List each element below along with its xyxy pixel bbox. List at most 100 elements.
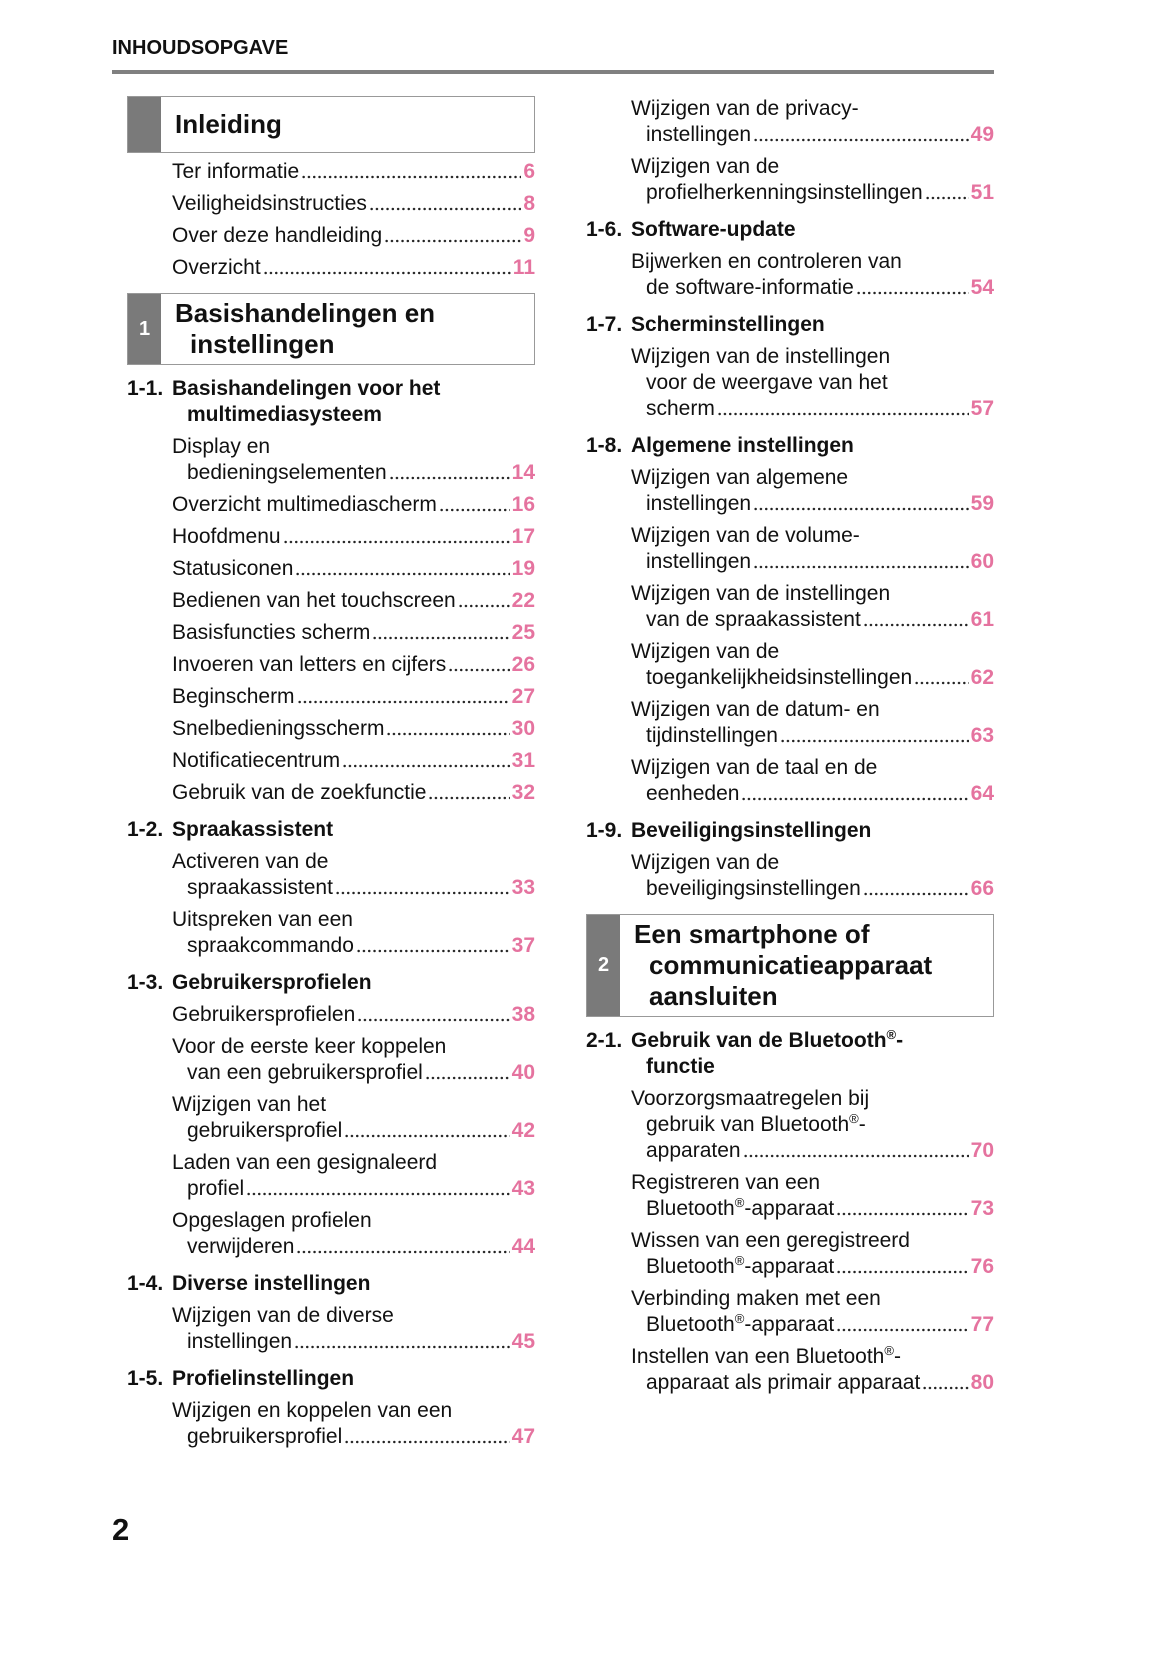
entry-text: Overzicht xyxy=(172,256,261,279)
dot-leader xyxy=(424,1076,510,1080)
section-number: 1-8. xyxy=(586,434,623,457)
entry-text: Verbinding maken met een xyxy=(631,1287,881,1310)
entry-row: verwijderen 44 xyxy=(172,1234,535,1260)
section-title: Profielinstellingen xyxy=(172,1366,354,1392)
toc-entry: Voorzorgsmaatregelen bij gebruik van Blue… xyxy=(586,1086,994,1164)
entry-row: Hoofdmenu 17 xyxy=(172,524,535,550)
entry-text: toegankelijkheidsinstellingen xyxy=(646,666,913,689)
toc-entry: Overzicht multimediascherm 16 xyxy=(127,492,535,518)
entry-row: gebruikersprofiel 47 xyxy=(172,1424,535,1450)
toc-entry: Beginscherm 27 xyxy=(127,684,535,710)
page-ref: 26 xyxy=(511,653,535,676)
section-title-line: multimediasysteem xyxy=(187,403,382,426)
page-ref: 44 xyxy=(511,1235,535,1258)
page-ref: 59 xyxy=(970,492,994,515)
dot-leader xyxy=(428,796,510,800)
toc-entry: Wijzigen van de datum- en tijdinstellinge… xyxy=(586,697,994,749)
entry-text: Wijzigen van de xyxy=(631,640,780,663)
section-title-line: functie xyxy=(646,1055,715,1078)
section-title-line: Algemene instellingen xyxy=(631,434,854,457)
toc-entry: Gebruik van de zoekfunctie 32 xyxy=(127,780,535,806)
chapter-title-line: Basishandelingen en xyxy=(175,298,436,328)
entry-row: Ter informatie 6 xyxy=(172,159,535,185)
entry-row: tijdinstellingen 63 xyxy=(631,723,994,749)
toc-entry: Veiligheidsinstructies 8 xyxy=(127,191,535,217)
dot-leader xyxy=(448,668,510,672)
dot-leader xyxy=(334,891,510,895)
dot-leader xyxy=(296,700,510,704)
toc-entry: Wijzigen van de instellingen voor de weer… xyxy=(586,344,994,422)
dot-leader xyxy=(368,207,522,211)
dot-leader xyxy=(862,623,969,627)
entry-text: Activeren van de xyxy=(172,850,329,873)
toc-entry: Activeren van de spraakassistent 33 xyxy=(127,849,535,901)
toc-entry: Opgeslagen profielen verwijderen 44 xyxy=(127,1208,535,1260)
entry-row: Bluetooth®-apparaat 73 xyxy=(631,1196,994,1222)
entry-row: van de spraakassistent 61 xyxy=(631,607,994,633)
dot-leader xyxy=(862,892,969,896)
chapter-title-line: instellingen xyxy=(190,329,335,359)
toc-entry: Over deze handleiding 9 xyxy=(127,223,535,249)
entry-text: Wijzigen van de diverse xyxy=(172,1304,394,1327)
entry-text: Hoofdmenu xyxy=(172,525,281,548)
dot-leader xyxy=(355,949,510,953)
page-ref: 14 xyxy=(511,461,535,484)
section-heading: 1-5. Profielinstellingen xyxy=(127,1366,535,1392)
section-title-line: Basishandelingen voor het xyxy=(172,377,441,400)
entry-text: Wijzigen van het xyxy=(172,1093,327,1116)
toc-entry: Wijzigen van de taal en de eenheden 64 xyxy=(586,755,994,807)
toc-entry: Invoeren van letters en cijfers 26 xyxy=(127,652,535,678)
entry-text: gebruikersprofiel xyxy=(187,1425,343,1448)
page-ref: 63 xyxy=(970,724,994,747)
entry-text: eenheden xyxy=(646,782,740,805)
section-title: Gebruikersprofielen xyxy=(172,970,372,996)
entry-text: profiel xyxy=(187,1177,245,1200)
page-ref: 76 xyxy=(970,1255,994,1278)
entry-text: Wijzigen van de taal en de xyxy=(631,756,878,779)
toc-entry: Voor de eerste keer koppelen van een gebr… xyxy=(127,1034,535,1086)
entry-text: Overzicht multimediascherm xyxy=(172,493,437,516)
toc-entry: Wijzigen van de diverse instellingen 45 xyxy=(127,1303,535,1355)
page-ref: 47 xyxy=(511,1425,535,1448)
entry-row: scherm 57 xyxy=(631,396,994,422)
dot-leader xyxy=(753,507,969,511)
page-ref: 17 xyxy=(511,525,535,548)
section-number: 1-6. xyxy=(586,218,623,241)
entry-text: apparaten xyxy=(646,1139,741,1162)
entry-row: apparaat als primair apparaat 80 xyxy=(631,1370,994,1396)
entry-row: Beginscherm 27 xyxy=(172,684,535,710)
entry-text: Bijwerken en controleren van xyxy=(631,250,902,273)
toc-entry: Registreren van een Bluetooth®-apparaat 73 xyxy=(586,1170,994,1222)
section-title: Gebruik van de Bluetooth®- functie xyxy=(631,1028,903,1080)
page-ref: 32 xyxy=(511,781,535,804)
section-heading: 1-6. Software-update xyxy=(586,217,994,243)
chapter-bar xyxy=(128,97,161,152)
entry-row: spraakassistent 33 xyxy=(172,875,535,901)
chapter-title-line: aansluiten xyxy=(649,981,778,1011)
entry-row: toegankelijkheidsinstellingen 62 xyxy=(631,665,994,691)
dot-leader xyxy=(836,1328,969,1332)
entry-text: Voor de eerste keer koppelen xyxy=(172,1035,447,1058)
dot-leader xyxy=(742,1154,969,1158)
toc-entry: Overzicht 11 xyxy=(127,255,535,281)
entry-text: gebruikersprofiel xyxy=(187,1119,343,1142)
toc-entry: Wijzigen van het gebruikersprofiel 42 xyxy=(127,1092,535,1144)
header-rule xyxy=(112,70,994,74)
entry-text: Uitspreken van een xyxy=(172,908,353,931)
section-heading: 1-7. Scherminstellingen xyxy=(586,312,994,338)
section-title-line: Software-update xyxy=(631,218,796,241)
chapter-title-line: communicatieapparaat xyxy=(649,950,933,980)
entry-text: Basisfuncties scherm xyxy=(172,621,371,644)
dot-leader xyxy=(924,196,969,200)
page-ref: 80 xyxy=(970,1371,994,1394)
chapter-title-line: Een smartphone of xyxy=(634,919,870,949)
entry-text: Wissen van een geregistreerd xyxy=(631,1229,910,1252)
page-ref: 49 xyxy=(970,123,994,146)
entry-text: Bluetooth®-apparaat xyxy=(646,1311,835,1336)
page-ref: 51 xyxy=(970,181,994,204)
entry-text: Over deze handleiding xyxy=(172,224,383,247)
dot-leader xyxy=(295,572,510,576)
page-ref: 40 xyxy=(511,1061,535,1084)
section-number: 1-1. xyxy=(127,377,164,400)
entry-text: Bluetooth®-apparaat xyxy=(646,1253,835,1278)
